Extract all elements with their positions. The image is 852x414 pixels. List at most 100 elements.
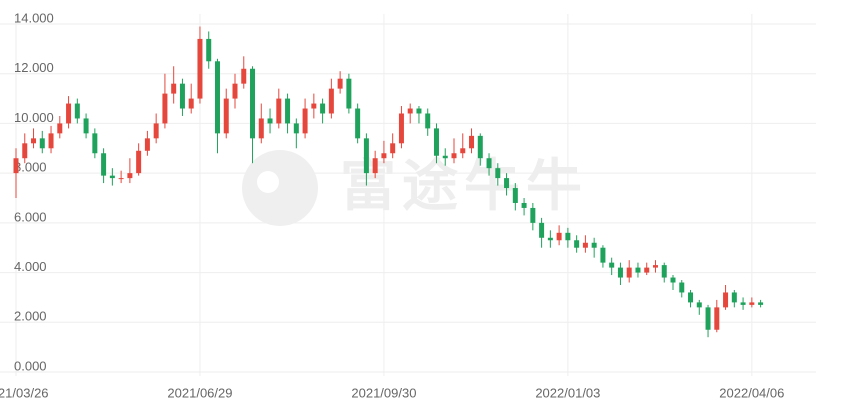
candle (451, 138, 457, 164)
candle-body (355, 108, 361, 139)
candle (530, 202, 536, 231)
candle-body (416, 108, 422, 114)
candle (512, 183, 518, 211)
candle (83, 113, 89, 139)
candle-body (109, 175, 115, 179)
candle-body (74, 103, 80, 119)
candle-body (652, 265, 658, 268)
candle (285, 93, 291, 134)
candle (320, 98, 326, 124)
candle (495, 163, 501, 186)
candle-body (547, 237, 553, 241)
candle (66, 96, 72, 129)
candle (582, 235, 588, 253)
candle (749, 297, 755, 308)
candle-body (179, 83, 185, 109)
watermark: 富途牛牛 (242, 150, 582, 226)
candle-body (311, 103, 317, 109)
candle (214, 58, 220, 154)
candle-body (758, 302, 764, 305)
candle (337, 71, 343, 94)
candle (197, 26, 203, 104)
candle-body (390, 143, 396, 154)
candle (241, 56, 247, 89)
candle-body (626, 267, 632, 278)
candle-body (337, 78, 343, 89)
candle-body (118, 178, 124, 180)
candle-body (363, 138, 369, 174)
candle (293, 118, 299, 149)
candle (407, 103, 413, 124)
candle-body (749, 302, 755, 305)
candle-body (267, 118, 273, 124)
candle-body (442, 155, 448, 159)
candle-body (250, 68, 256, 139)
candle (39, 130, 45, 154)
candle (460, 133, 466, 159)
candle-body (31, 138, 37, 144)
candle (57, 115, 63, 139)
candle (416, 106, 422, 124)
candle-body (688, 292, 694, 303)
candle-body (57, 123, 63, 134)
candle (13, 148, 19, 198)
candle-body (609, 262, 615, 268)
candle-body (188, 98, 194, 109)
candle (267, 108, 273, 134)
candle-body (372, 158, 378, 174)
candle (547, 230, 553, 248)
candle-body (13, 158, 19, 174)
candle-body (460, 148, 466, 154)
candle (232, 73, 238, 109)
candle-body (66, 103, 72, 124)
candle-body (714, 307, 720, 330)
candle-body (127, 173, 133, 179)
candle-body (398, 113, 404, 144)
watermark-logo-eye (257, 171, 279, 193)
candle-body (433, 128, 439, 156)
candle-body (521, 202, 527, 208)
candle (644, 262, 650, 276)
candle (328, 78, 334, 119)
candle-body (600, 247, 606, 263)
candle (302, 98, 308, 139)
candle (679, 280, 685, 298)
candle-body (83, 118, 89, 134)
candle (635, 262, 641, 278)
candle-body (644, 267, 650, 273)
candle (381, 140, 387, 164)
candle (565, 227, 571, 248)
watermark-logo (242, 150, 318, 226)
candle-body (407, 108, 413, 114)
candle-body (740, 302, 746, 305)
y-tick-label: 2.000 (14, 309, 47, 324)
candle (469, 128, 475, 154)
candle (363, 133, 369, 186)
candle (144, 130, 150, 156)
candle (346, 73, 352, 114)
x-tick-label: 2021/03/26 (0, 385, 49, 400)
candle-body (635, 267, 641, 273)
candle (556, 225, 562, 246)
candle-body (591, 242, 597, 248)
candle-body (214, 61, 220, 134)
candle-body (223, 98, 229, 134)
candle-body (512, 188, 518, 203)
candle-body (92, 133, 98, 154)
candle (22, 133, 28, 164)
candle-body (661, 265, 667, 278)
candle-body (477, 135, 483, 159)
candle (477, 133, 483, 166)
candle (705, 304, 711, 338)
candle (153, 113, 159, 144)
candle (661, 262, 667, 283)
candle-body (582, 242, 588, 248)
candle (504, 173, 510, 196)
candle-body (232, 83, 238, 99)
candle (109, 168, 115, 186)
candle (206, 31, 212, 69)
candle-body (469, 135, 475, 149)
candle-body (381, 153, 387, 159)
candle-body (451, 153, 457, 159)
candle-body (258, 118, 264, 139)
